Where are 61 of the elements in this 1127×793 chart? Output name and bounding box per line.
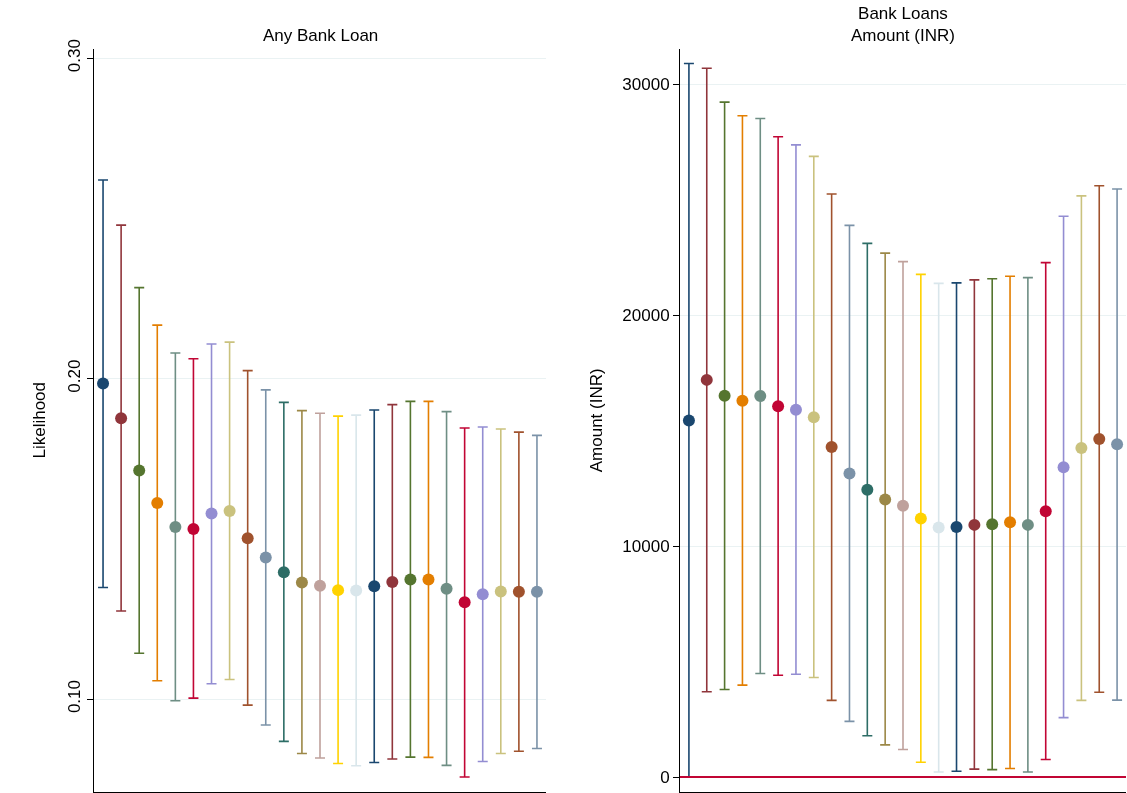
point bbox=[932, 521, 945, 534]
point bbox=[718, 389, 731, 402]
point bbox=[897, 499, 909, 512]
point bbox=[151, 496, 164, 509]
point bbox=[825, 441, 838, 454]
point bbox=[277, 566, 290, 579]
chart-title: Bank Loans Amount (INR) bbox=[851, 4, 955, 46]
point bbox=[350, 584, 363, 597]
point bbox=[861, 483, 874, 496]
point bbox=[807, 411, 820, 424]
y-axis-title: Likelihood bbox=[29, 382, 49, 459]
point bbox=[530, 585, 543, 598]
point bbox=[1075, 441, 1088, 454]
point bbox=[476, 588, 489, 601]
point bbox=[422, 573, 435, 586]
y-axis-title: Amount (INR) bbox=[586, 368, 606, 473]
point bbox=[1057, 461, 1070, 474]
point bbox=[843, 467, 856, 480]
point bbox=[404, 573, 417, 586]
point bbox=[458, 596, 471, 609]
y-tick-label: 0.20 bbox=[65, 359, 85, 393]
point bbox=[754, 390, 767, 403]
y-tick-label: 0 bbox=[660, 767, 670, 787]
point bbox=[682, 414, 695, 427]
point bbox=[223, 504, 236, 517]
point bbox=[700, 373, 713, 386]
point bbox=[914, 512, 927, 525]
point bbox=[968, 518, 981, 531]
point bbox=[133, 464, 146, 477]
point bbox=[187, 522, 200, 535]
point bbox=[115, 412, 128, 425]
point bbox=[789, 403, 802, 416]
point bbox=[986, 518, 999, 531]
point bbox=[494, 585, 507, 598]
y-tick-label: 0.30 bbox=[65, 39, 85, 73]
point bbox=[440, 582, 453, 595]
point bbox=[1111, 438, 1124, 451]
y-tick-label: 0.10 bbox=[65, 679, 85, 714]
point bbox=[295, 576, 308, 589]
point bbox=[950, 520, 963, 533]
point bbox=[97, 377, 110, 390]
point bbox=[332, 584, 345, 597]
point bbox=[1021, 518, 1034, 531]
point bbox=[1093, 432, 1106, 445]
point bbox=[1004, 516, 1017, 529]
point bbox=[386, 576, 399, 589]
point bbox=[879, 493, 892, 506]
chart-title: Any Bank Loan bbox=[263, 26, 379, 45]
point bbox=[368, 580, 381, 593]
y-tick-label: 30000 bbox=[622, 75, 670, 95]
point bbox=[736, 394, 749, 407]
point bbox=[512, 585, 525, 598]
point bbox=[1039, 505, 1052, 518]
point bbox=[205, 507, 218, 520]
point bbox=[314, 579, 326, 592]
point bbox=[169, 521, 182, 533]
point bbox=[772, 400, 785, 413]
y-tick-label: 10000 bbox=[622, 537, 670, 557]
point bbox=[259, 551, 272, 564]
point bbox=[241, 532, 254, 545]
y-tick-label: 20000 bbox=[622, 306, 670, 326]
